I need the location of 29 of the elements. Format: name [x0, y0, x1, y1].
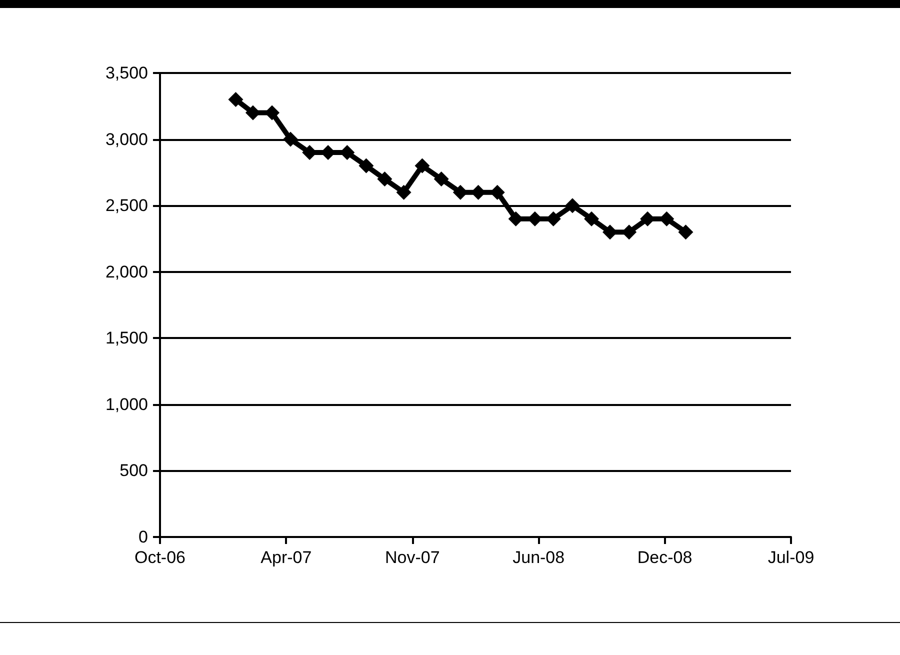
y-tick-label: 3,000 — [105, 130, 148, 149]
x-tick-label: Nov-07 — [384, 548, 440, 567]
point — [584, 211, 600, 226]
y-tick-label: 0 — [138, 528, 148, 546]
y-tick-label: 1,000 — [105, 394, 148, 414]
y-tick-label: 3,500 — [105, 64, 148, 82]
y-tick-label: 2,000 — [105, 262, 148, 282]
point — [622, 224, 637, 240]
x-tick-label: Jun-08 — [512, 548, 565, 567]
point — [377, 172, 392, 187]
y-tick-label: 1,500 — [105, 328, 148, 348]
point — [678, 224, 694, 240]
y-tick-label: 500 — [120, 461, 148, 480]
point — [264, 105, 280, 120]
x-tick-label: Dec-08 — [637, 548, 692, 567]
point — [228, 92, 244, 108]
point — [434, 172, 449, 187]
point — [396, 184, 412, 200]
point — [564, 198, 580, 214]
point — [358, 158, 374, 174]
point — [245, 105, 260, 120]
x-tick-label: Jul-09 — [768, 548, 814, 567]
point — [414, 158, 430, 174]
x-tick-label: Oct-06 — [134, 548, 186, 567]
point — [283, 132, 298, 147]
point — [452, 184, 468, 200]
y-tick-label: 2,500 — [105, 196, 148, 216]
x-tick-label: Apr-07 — [260, 548, 312, 567]
point — [659, 211, 674, 226]
